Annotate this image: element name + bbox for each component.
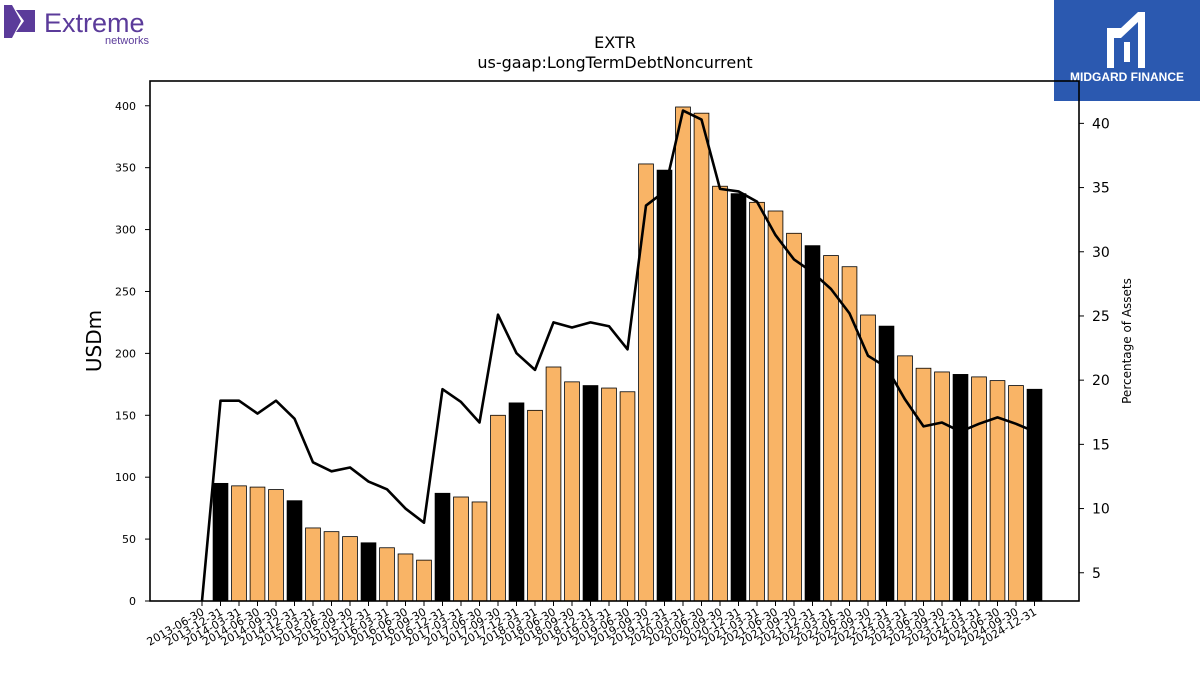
bar <box>915 367 932 602</box>
bar <box>712 185 728 602</box>
chart-subtitle: us-gaap:LongTermDebtNoncurrent <box>477 53 752 72</box>
y2-tick-label: 25 <box>1092 309 1110 325</box>
bar <box>545 366 562 602</box>
bar <box>971 376 987 602</box>
bar <box>730 193 747 602</box>
bar <box>693 112 710 602</box>
chart-title: EXTR <box>594 33 636 52</box>
bar <box>305 527 321 602</box>
bar <box>804 245 821 602</box>
bar <box>286 500 303 602</box>
y-axis-label: USDm <box>82 310 106 372</box>
extreme-logo-text: Extreme <box>44 8 145 38</box>
bar <box>952 374 969 602</box>
y2-tick-label: 40 <box>1092 116 1110 132</box>
bar <box>527 409 543 602</box>
bar <box>508 402 525 602</box>
bar <box>434 492 451 602</box>
y-tick-label: 0 <box>129 595 136 608</box>
bar <box>786 232 802 602</box>
y2-axis-label: Percentage of Assets <box>1120 278 1134 404</box>
axes: 0501001502002503003504005101520253035402… <box>115 100 1110 649</box>
bar <box>564 381 580 602</box>
y-tick-label: 200 <box>115 347 136 360</box>
bar <box>453 496 469 602</box>
bar <box>471 501 488 602</box>
bar <box>416 559 432 602</box>
y-tick-label: 100 <box>115 471 136 484</box>
bar <box>823 255 839 602</box>
extreme-networks-logo: Extreme networks <box>4 4 184 48</box>
bar <box>268 489 284 602</box>
bar <box>601 387 617 602</box>
y-tick-label: 50 <box>122 533 136 546</box>
bar-series <box>212 106 1043 602</box>
y-tick-label: 250 <box>115 285 136 298</box>
bar <box>249 486 266 602</box>
bar <box>360 542 377 602</box>
bar <box>1026 388 1043 602</box>
y2-tick-label: 10 <box>1092 502 1110 518</box>
bar <box>934 371 950 602</box>
y2-tick-label: 30 <box>1092 245 1110 261</box>
extreme-logo-subtext: networks <box>105 35 150 47</box>
midgard-logo-text: MIDGARD FINANCE <box>1070 70 1184 84</box>
bar <box>397 553 414 602</box>
plot-frame <box>149 80 1080 602</box>
y2-tick-label: 15 <box>1092 437 1110 453</box>
bar <box>1008 385 1024 602</box>
bar <box>656 169 673 602</box>
y2-tick-label: 20 <box>1092 373 1110 389</box>
bar <box>841 266 858 602</box>
y-tick-label: 300 <box>115 224 136 237</box>
bar <box>582 385 599 602</box>
extreme-logo-icon <box>4 5 35 38</box>
bar <box>323 531 340 602</box>
y-tick-label: 350 <box>115 162 136 175</box>
bar <box>989 380 1006 602</box>
midgard-logo-icon <box>1107 12 1145 68</box>
bar <box>342 536 358 602</box>
line-series <box>200 109 1035 602</box>
bar <box>231 485 247 602</box>
bar <box>619 391 636 602</box>
bar <box>212 482 229 602</box>
bar <box>749 201 765 602</box>
bar <box>675 106 691 602</box>
bar <box>379 547 395 602</box>
percentage-line <box>200 109 1035 602</box>
y2-tick-label: 5 <box>1092 566 1101 582</box>
bar <box>490 414 506 602</box>
bar <box>638 163 654 602</box>
y2-tick-label: 35 <box>1092 181 1110 197</box>
bar <box>767 210 784 602</box>
y-tick-label: 150 <box>115 409 136 422</box>
y-tick-label: 400 <box>115 100 136 113</box>
